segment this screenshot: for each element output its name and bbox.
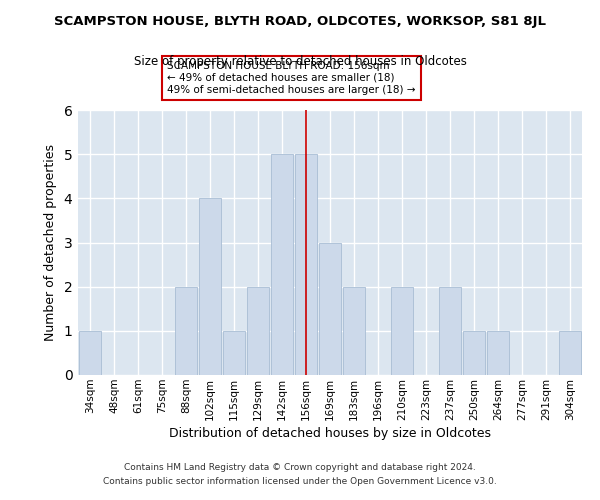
- Bar: [271, 154, 293, 375]
- Text: Contains HM Land Registry data © Crown copyright and database right 2024.: Contains HM Land Registry data © Crown c…: [124, 464, 476, 472]
- Text: SCAMPSTON HOUSE BLYTH ROAD: 156sqm
← 49% of detached houses are smaller (18)
49%: SCAMPSTON HOUSE BLYTH ROAD: 156sqm ← 49%…: [167, 62, 415, 94]
- Text: SCAMPSTON HOUSE, BLYTH ROAD, OLDCOTES, WORKSOP, S81 8JL: SCAMPSTON HOUSE, BLYTH ROAD, OLDCOTES, W…: [54, 15, 546, 28]
- Bar: [175, 286, 197, 375]
- Bar: [319, 242, 341, 375]
- Bar: [391, 286, 413, 375]
- Bar: [295, 154, 317, 375]
- Bar: [199, 198, 221, 375]
- Bar: [247, 286, 269, 375]
- Bar: [487, 331, 509, 375]
- X-axis label: Distribution of detached houses by size in Oldcotes: Distribution of detached houses by size …: [169, 427, 491, 440]
- Text: Contains public sector information licensed under the Open Government Licence v3: Contains public sector information licen…: [103, 477, 497, 486]
- Bar: [79, 331, 101, 375]
- Text: Size of property relative to detached houses in Oldcotes: Size of property relative to detached ho…: [134, 55, 466, 68]
- Bar: [439, 286, 461, 375]
- Bar: [559, 331, 581, 375]
- Bar: [463, 331, 485, 375]
- Bar: [343, 286, 365, 375]
- Y-axis label: Number of detached properties: Number of detached properties: [44, 144, 56, 341]
- Bar: [223, 331, 245, 375]
